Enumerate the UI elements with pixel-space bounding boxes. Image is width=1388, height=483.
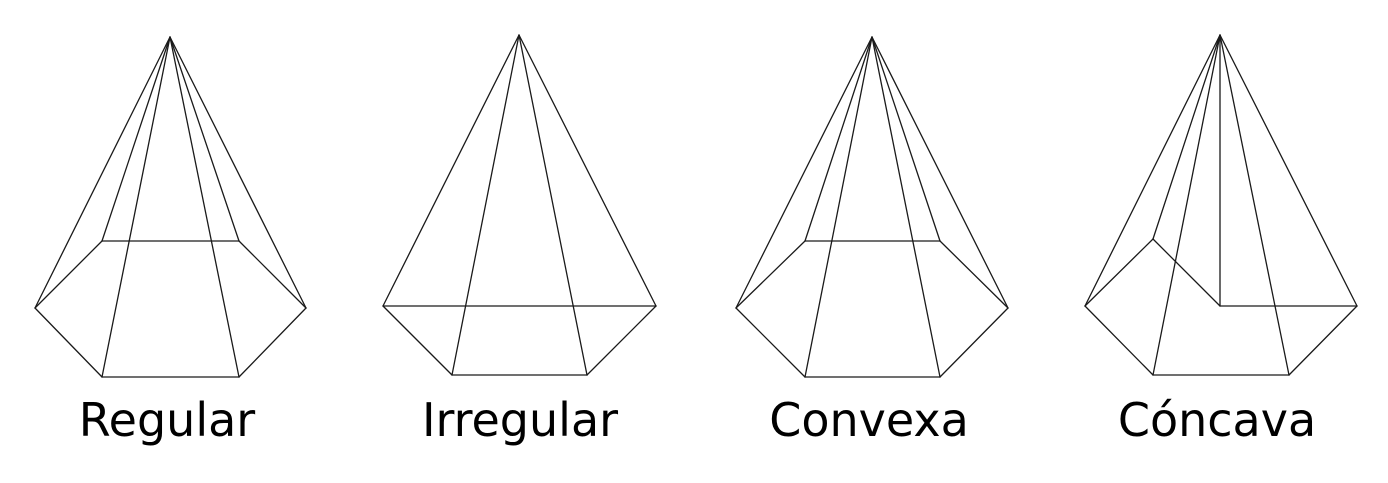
pyramid-irregular-lateral-edges	[382, 34, 657, 376]
pyramid-concava: Cóncava	[1084, 34, 1358, 447]
pyramid-concava-base	[1084, 238, 1358, 376]
pyramid-irregular: Irregular	[382, 34, 657, 447]
pyramid-irregular-base	[382, 305, 657, 376]
pyramid-convexa-lateral-edges	[735, 36, 1009, 378]
label-concava: Cóncava	[1118, 393, 1316, 447]
label-regular: Regular	[79, 393, 256, 447]
pyramid-convexa-base	[735, 240, 1009, 378]
label-irregular: Irregular	[422, 393, 618, 447]
pyramid-convexa: Convexa	[735, 36, 1009, 447]
pyramid-concava-lateral-edges	[1084, 34, 1358, 376]
pyramid-regular-base	[34, 240, 307, 378]
pyramid-regular: Regular	[34, 36, 307, 447]
pyramid-regular-lateral-edges	[34, 36, 307, 378]
label-convexa: Convexa	[769, 393, 969, 447]
